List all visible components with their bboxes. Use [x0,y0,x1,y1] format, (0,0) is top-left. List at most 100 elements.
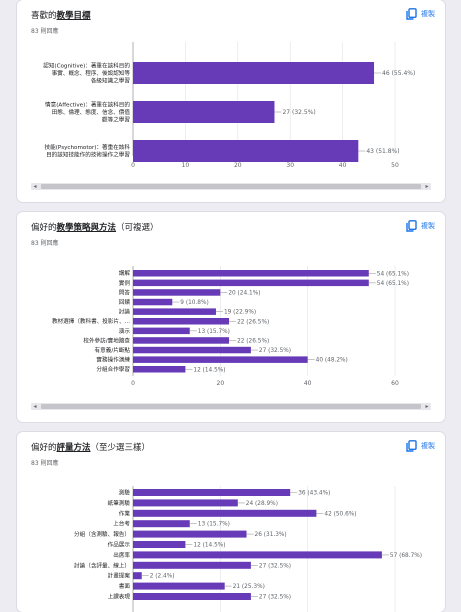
bar [133,541,186,548]
x-tick-label: 60 [391,380,399,387]
bar [133,140,359,162]
copy-chart-button[interactable]: 複製 [406,6,435,22]
x-tick-label: 0 [131,162,135,169]
response-count: 83 則回應 [31,240,59,247]
data-label: 27 (32.5%) [259,595,291,601]
category-label-line: 田態、倫理、態度、信念、價值 [52,108,131,116]
x-tick-label: 50 [391,162,399,169]
card-title: 喜歡的教學目標 [31,11,91,21]
data-label: 54 (65.1%) [377,271,409,277]
bar [133,289,221,296]
bar [133,366,186,373]
category-label: 討論 [119,308,131,316]
category-label-line: 紙筆測驗 [108,499,131,507]
category-label: 講解 [119,269,131,277]
copy-label: 複製 [421,10,435,18]
bar [133,337,230,344]
category-label-line: 目的該知技能作的技術操作之學習 [46,151,130,159]
data-label: 13 (15.7%) [198,329,230,335]
category-label-line: 各級知識之學習 [91,76,130,84]
data-label: 2 (2.4%) [150,574,175,580]
copy-label: 複製 [421,442,435,450]
data-label: 24 (28.9%) [246,501,278,507]
scrollbar-thumb[interactable] [41,404,421,409]
x-tick-label: 0 [131,380,135,387]
category-label-line: 出席率 [113,551,130,559]
response-count: 83 則回應 [31,28,59,35]
category-label-line: 技能(Psychomotor)：著重在該科 [45,143,131,151]
horizontal-scrollbar[interactable]: ◂ ▸ [31,183,431,190]
category-label: 技能(Psychomotor)：著重在該科目的該知技能作的技術操作之學習 [45,143,131,159]
category-label: 紙筆測驗 [108,499,131,507]
question-card-teaching-strategies: 偏好的教學策略與方法（可複選） 83 則回應 複製 0 20 40 60 講解 54 (6… [17,212,445,422]
category-label: 演示 [119,327,131,335]
category-label-line: 回饋 [119,298,131,306]
category-label: 分組合作學習 [96,365,130,373]
data-label: 43 (51.8%) [366,148,399,155]
category-label-line: 討論 [119,308,131,316]
category-label: 有意義/片斷點 [95,346,131,354]
category-label-line: 討論（含評量、線上） [74,561,130,569]
bar [133,101,275,123]
bar [133,62,375,84]
card-title: 偏好的教學策略與方法（可複選） [31,223,159,233]
category-label-line: 講解 [119,269,131,277]
scrollbar-thumb[interactable] [41,184,421,189]
category-label: 測驗 [119,488,131,496]
x-tick-label: 40 [339,162,347,169]
card-title: 偏好的評量方法（至少選三樣） [31,443,151,453]
category-label: 問答 [119,288,131,296]
data-label: 13 (15.7%) [198,522,230,528]
category-label: 實務操作演練 [96,356,130,364]
category-label-line: 書面 [119,582,131,590]
category-label: 計畫提案 [108,572,131,580]
copy-icon [406,220,417,232]
scroll-right-icon[interactable]: ▸ [425,403,429,410]
bar [133,582,225,590]
scroll-right-icon[interactable]: ▸ [425,183,429,190]
category-label: 作業 [119,509,131,517]
x-tick-label: 20 [234,162,242,169]
category-label-line: 上台考 [113,520,130,528]
question-card-assessment-methods: 偏好的評量方法（至少選三樣） 83 則回應 複製 測驗 36 (43.4%) 紙筆測… [17,432,445,612]
copy-icon [406,440,417,452]
data-label: 57 (68.7%) [390,553,422,559]
data-label: 12 (14.5%) [193,367,225,373]
category-label-line: 分組合作學習 [96,365,130,373]
category-label-line: 認知(Cognitive)：著重在該科目的 [43,61,130,69]
copy-chart-button[interactable]: 複製 [406,438,435,454]
data-label: 27 (32.5%) [282,109,315,116]
category-label: 上課表現 [108,592,131,600]
category-label: 教材選擇（教科書、投影片、... [52,317,130,325]
scroll-left-icon[interactable]: ◂ [33,403,37,410]
data-label: 22 (26.5%) [237,338,269,344]
data-label: 26 (31.3%) [255,532,287,538]
horizontal-scrollbar[interactable]: ◂ ▸ [31,403,431,410]
category-label-line: 事實、概念、程序、後設認知等 [52,69,131,77]
category-label-line: 分組（含測驗、報告） [74,530,130,538]
bar [133,318,230,325]
data-label: 46 (55.4%) [382,70,415,77]
category-label-line: 作品展示 [108,540,131,548]
bar-chart-teaching-strategies: 0 20 40 60 講解 54 (65.1%) 實例 54 (65.1%) 問答 20 (24.… [52,266,409,387]
data-label: 12 (14.5%) [193,543,225,549]
category-label: 書面 [119,582,131,590]
category-label-line: 作業 [119,509,131,517]
copy-chart-button[interactable]: 複製 [406,218,435,234]
category-label-line: 計畫提案 [108,572,131,580]
copy-icon [406,8,417,20]
data-label: 54 (65.1%) [377,281,409,287]
category-label-line: 情意(Affective)：著重在該科目的 [45,100,130,108]
bar [133,551,382,559]
bar [133,298,173,306]
x-tick-label: 30 [286,162,294,169]
category-label-line: 實例 [119,279,131,287]
category-label-line: 實務操作演練 [96,356,130,364]
category-label-line: 上課表現 [108,592,131,600]
x-tick-label: 10 [182,162,190,169]
bar [133,346,251,354]
bar [133,270,369,277]
data-label: 36 (43.4%) [298,491,330,497]
data-label: 22 (26.5%) [237,319,269,325]
scroll-left-icon[interactable]: ◂ [33,183,37,190]
